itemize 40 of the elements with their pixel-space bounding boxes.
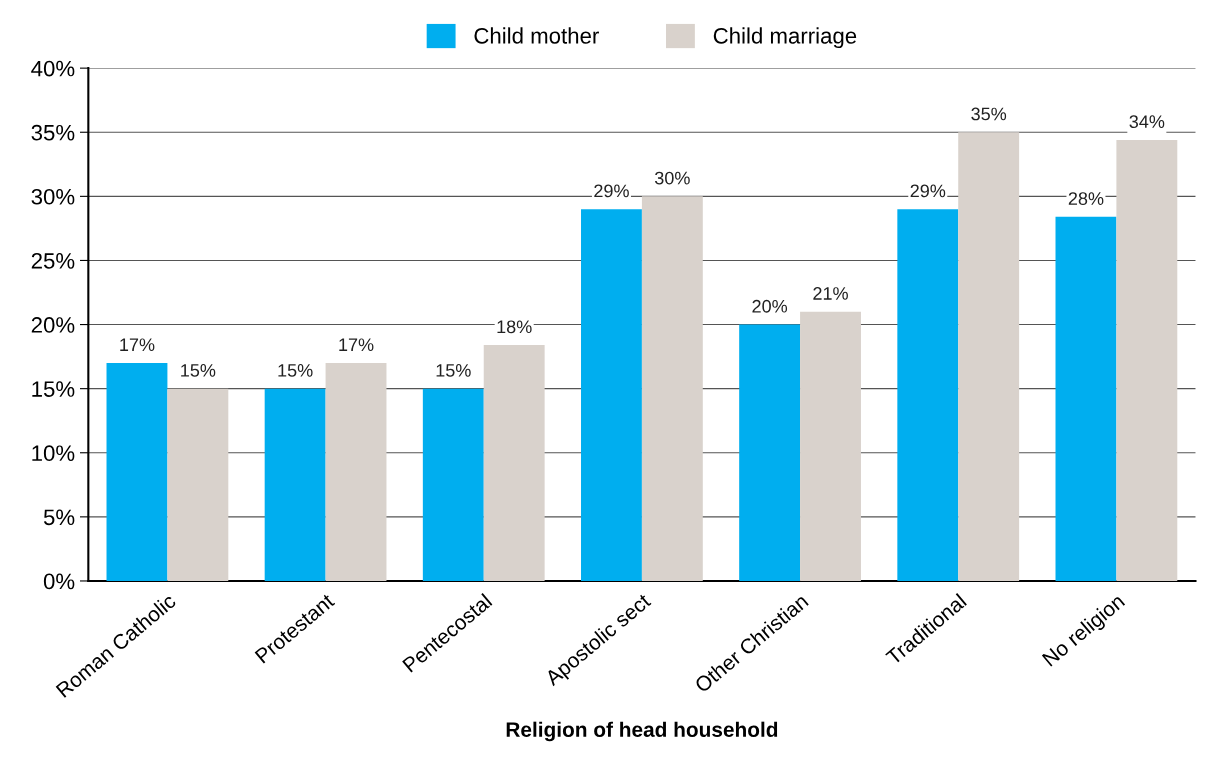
data-label: 18% bbox=[497, 320, 532, 334]
bar bbox=[106, 363, 168, 581]
data-label: 21% bbox=[813, 287, 848, 300]
bar bbox=[422, 388, 484, 581]
data-label: 17% bbox=[339, 338, 374, 352]
y-tick-label: 25% bbox=[31, 252, 75, 269]
data-label: 35% bbox=[971, 107, 1007, 121]
legend-label: Child marriage bbox=[713, 27, 857, 49]
bar bbox=[897, 209, 959, 581]
y-tick-label: 30% bbox=[31, 188, 75, 205]
data-label: 17% bbox=[120, 338, 155, 352]
data-label: 34% bbox=[1129, 115, 1165, 129]
y-tick-label: 5% bbox=[43, 509, 75, 526]
y-tick-label: 0% bbox=[43, 573, 75, 590]
bar bbox=[958, 132, 1020, 581]
y-tick-label: 15% bbox=[32, 381, 75, 397]
bar bbox=[641, 196, 703, 581]
bar bbox=[483, 345, 545, 581]
bar bbox=[1055, 216, 1117, 581]
y-tick-label: 35% bbox=[31, 124, 75, 141]
data-label: 20% bbox=[752, 299, 788, 313]
data-label: 15% bbox=[436, 364, 471, 377]
bar bbox=[1116, 139, 1178, 581]
bar bbox=[325, 363, 387, 581]
data-label: 28% bbox=[1068, 192, 1104, 205]
bar bbox=[739, 324, 801, 581]
data-label: 29% bbox=[594, 184, 629, 198]
x-axis-title: Religion of head household bbox=[506, 721, 778, 742]
bar bbox=[264, 388, 326, 581]
data-label: 15% bbox=[181, 364, 216, 377]
y-tick-label: 20% bbox=[31, 317, 75, 333]
bar bbox=[581, 209, 642, 581]
bar bbox=[800, 311, 861, 581]
y-tick-label: 10% bbox=[32, 445, 75, 462]
data-label: 29% bbox=[910, 184, 946, 198]
y-tick-label: 40% bbox=[31, 60, 75, 77]
data-label: 15% bbox=[278, 364, 313, 377]
data-label: 30% bbox=[654, 171, 690, 185]
legend-label: Child mother bbox=[474, 27, 599, 44]
bar bbox=[167, 388, 229, 581]
